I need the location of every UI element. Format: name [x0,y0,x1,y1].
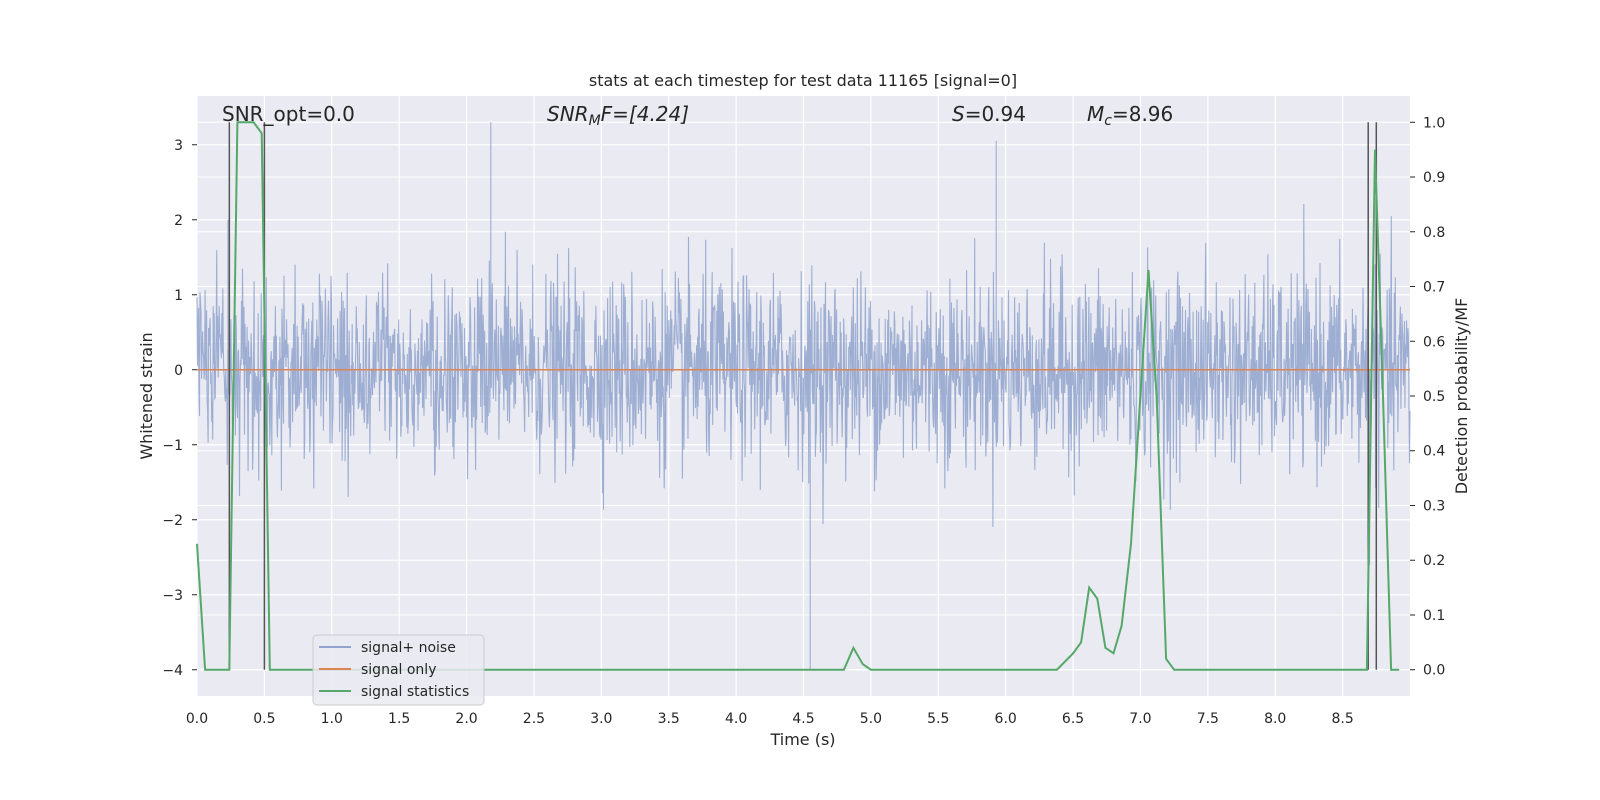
x-tick-label: 4.0 [725,711,747,727]
y-tick-label: −1 [162,438,183,454]
y2-tick-label: 0.4 [1423,444,1445,460]
y2-tick-label: 0.2 [1423,553,1445,569]
annotation-mc: Mc=8.96 [1087,102,1173,129]
legend-label-noise: signal+ noise [361,640,456,656]
y2-tick-label: 1.0 [1423,115,1445,131]
y2-ticks: 1.0 0.9 0.8 0.7 0.6 0.5 0.4 0.3 0.2 0.1 0.0 [1410,115,1445,679]
legend: signal+ noise signal only signal statist… [312,634,485,706]
x-tick-label: 1.0 [321,711,343,727]
y-tick-label: 2 [174,213,183,229]
y2-tick-label: 0.0 [1423,663,1445,679]
x-axis-label: Time (s) [769,730,835,749]
x-tick-label: 4.5 [792,711,814,727]
x-tick-label: 1.5 [388,711,410,727]
x-tick-label: 2.0 [455,711,477,727]
x-tick-label: 3.0 [590,711,612,727]
y2-tick-label: 0.8 [1423,225,1445,241]
x-tick-label: 5.0 [860,711,882,727]
x-tick-label: 8.5 [1331,711,1353,727]
y2-axis-label: Detection probability/MF [1452,298,1471,495]
x-tick-label: 7.5 [1197,711,1219,727]
x-tick-label: 3.5 [658,711,680,727]
x-tick-label: 0.0 [186,711,208,727]
x-tick-label: 8.0 [1264,711,1286,727]
y-tick-label: 3 [174,138,183,154]
x-tick-label: 0.5 [253,711,275,727]
legend-label-stats: signal statistics [361,684,469,700]
y-ticks: 3 2 1 0 −1 −2 −3 −4 [162,138,197,679]
legend-box [312,634,485,706]
y-tick-label: 1 [174,288,183,304]
x-tick-label: 6.5 [1062,711,1084,727]
y-axis-label: Whitened strain [137,332,156,459]
annotation-snr-mf: SNRMF=[4.24] [547,102,689,129]
y2-tick-label: 0.7 [1423,280,1445,296]
signal-statistics-line [196,121,1400,671]
y-tick-label: −2 [162,513,183,529]
x-tick-label: 5.5 [927,711,949,727]
y2-tick-label: 0.5 [1423,389,1445,405]
y2-tick-label: 0.6 [1423,334,1445,350]
annotation-snr-opt: SNR_opt=0.0 [222,102,355,126]
chart-title: stats at each timestep for test data 111… [589,71,1017,90]
annotation-s: S=0.94 [952,102,1026,126]
legend-label-signal: signal only [361,662,436,678]
y-tick-label: −4 [162,663,183,679]
x-tick-label: 2.5 [523,711,545,727]
x-tick-label: 7.0 [1129,711,1151,727]
y2-tick-label: 0.3 [1423,498,1445,514]
x-tick-label: 6.0 [995,711,1017,727]
y-tick-label: 0 [174,363,183,379]
y2-tick-label: 0.9 [1423,170,1445,186]
y2-tick-label: 0.1 [1423,608,1445,624]
x-ticks: 0.0 0.5 1.0 1.5 2.0 2.5 3.0 3.5 4.0 4.5 5.0 5.5 6.0 6… [186,711,1354,727]
y-tick-label: −3 [162,588,183,604]
